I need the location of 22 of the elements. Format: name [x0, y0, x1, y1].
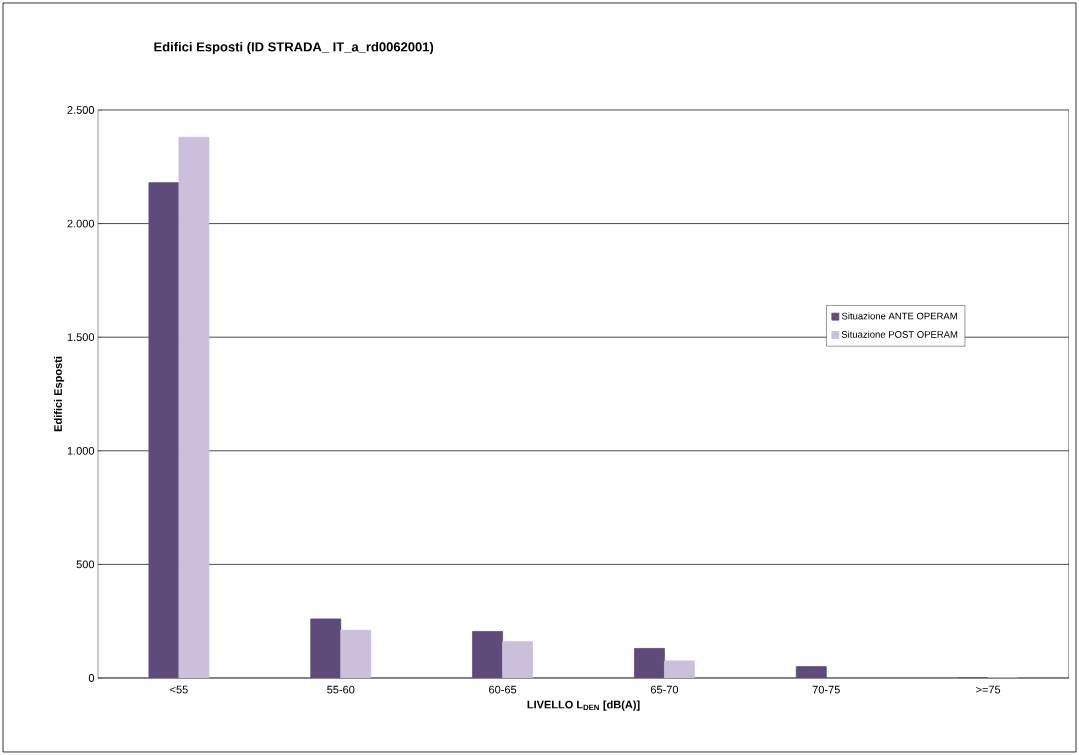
y-tick-label: 1.500 [67, 333, 95, 342]
x-tick-label: 60-65 [489, 685, 517, 694]
x-axis-title: LIVELLO L$_{DEN}$ [dB(A)] [527, 700, 640, 711]
x-tick-label: >=75 [976, 685, 1001, 694]
bar [310, 618, 342, 678]
legend-label: Situazione ANTE OPERAM [841, 312, 957, 320]
bar [148, 182, 180, 678]
x-tick-label: <55 [170, 685, 188, 694]
y-tick-label: 500 [76, 560, 95, 569]
bar [472, 631, 503, 678]
y-tick-label: 2.000 [67, 219, 95, 228]
bar [634, 648, 665, 678]
x-tick-label: 55-60 [327, 685, 355, 694]
y-axis-title: Edifici Esposti [53, 356, 65, 432]
bar [795, 666, 827, 678]
y-tick-label: 1.000 [67, 446, 95, 455]
y-tick-label: 2.500 [67, 106, 95, 114]
legend-label: Situazione POST OPERAM [841, 330, 958, 338]
x-tick-label: 65-70 [650, 685, 679, 694]
x-tick-label: 70-75 [812, 685, 840, 694]
y-tick-label: 0 [88, 674, 95, 682]
chart-title: Edifici Esposti (ID STRADA_ IT_a_rd0062001) [154, 41, 434, 55]
